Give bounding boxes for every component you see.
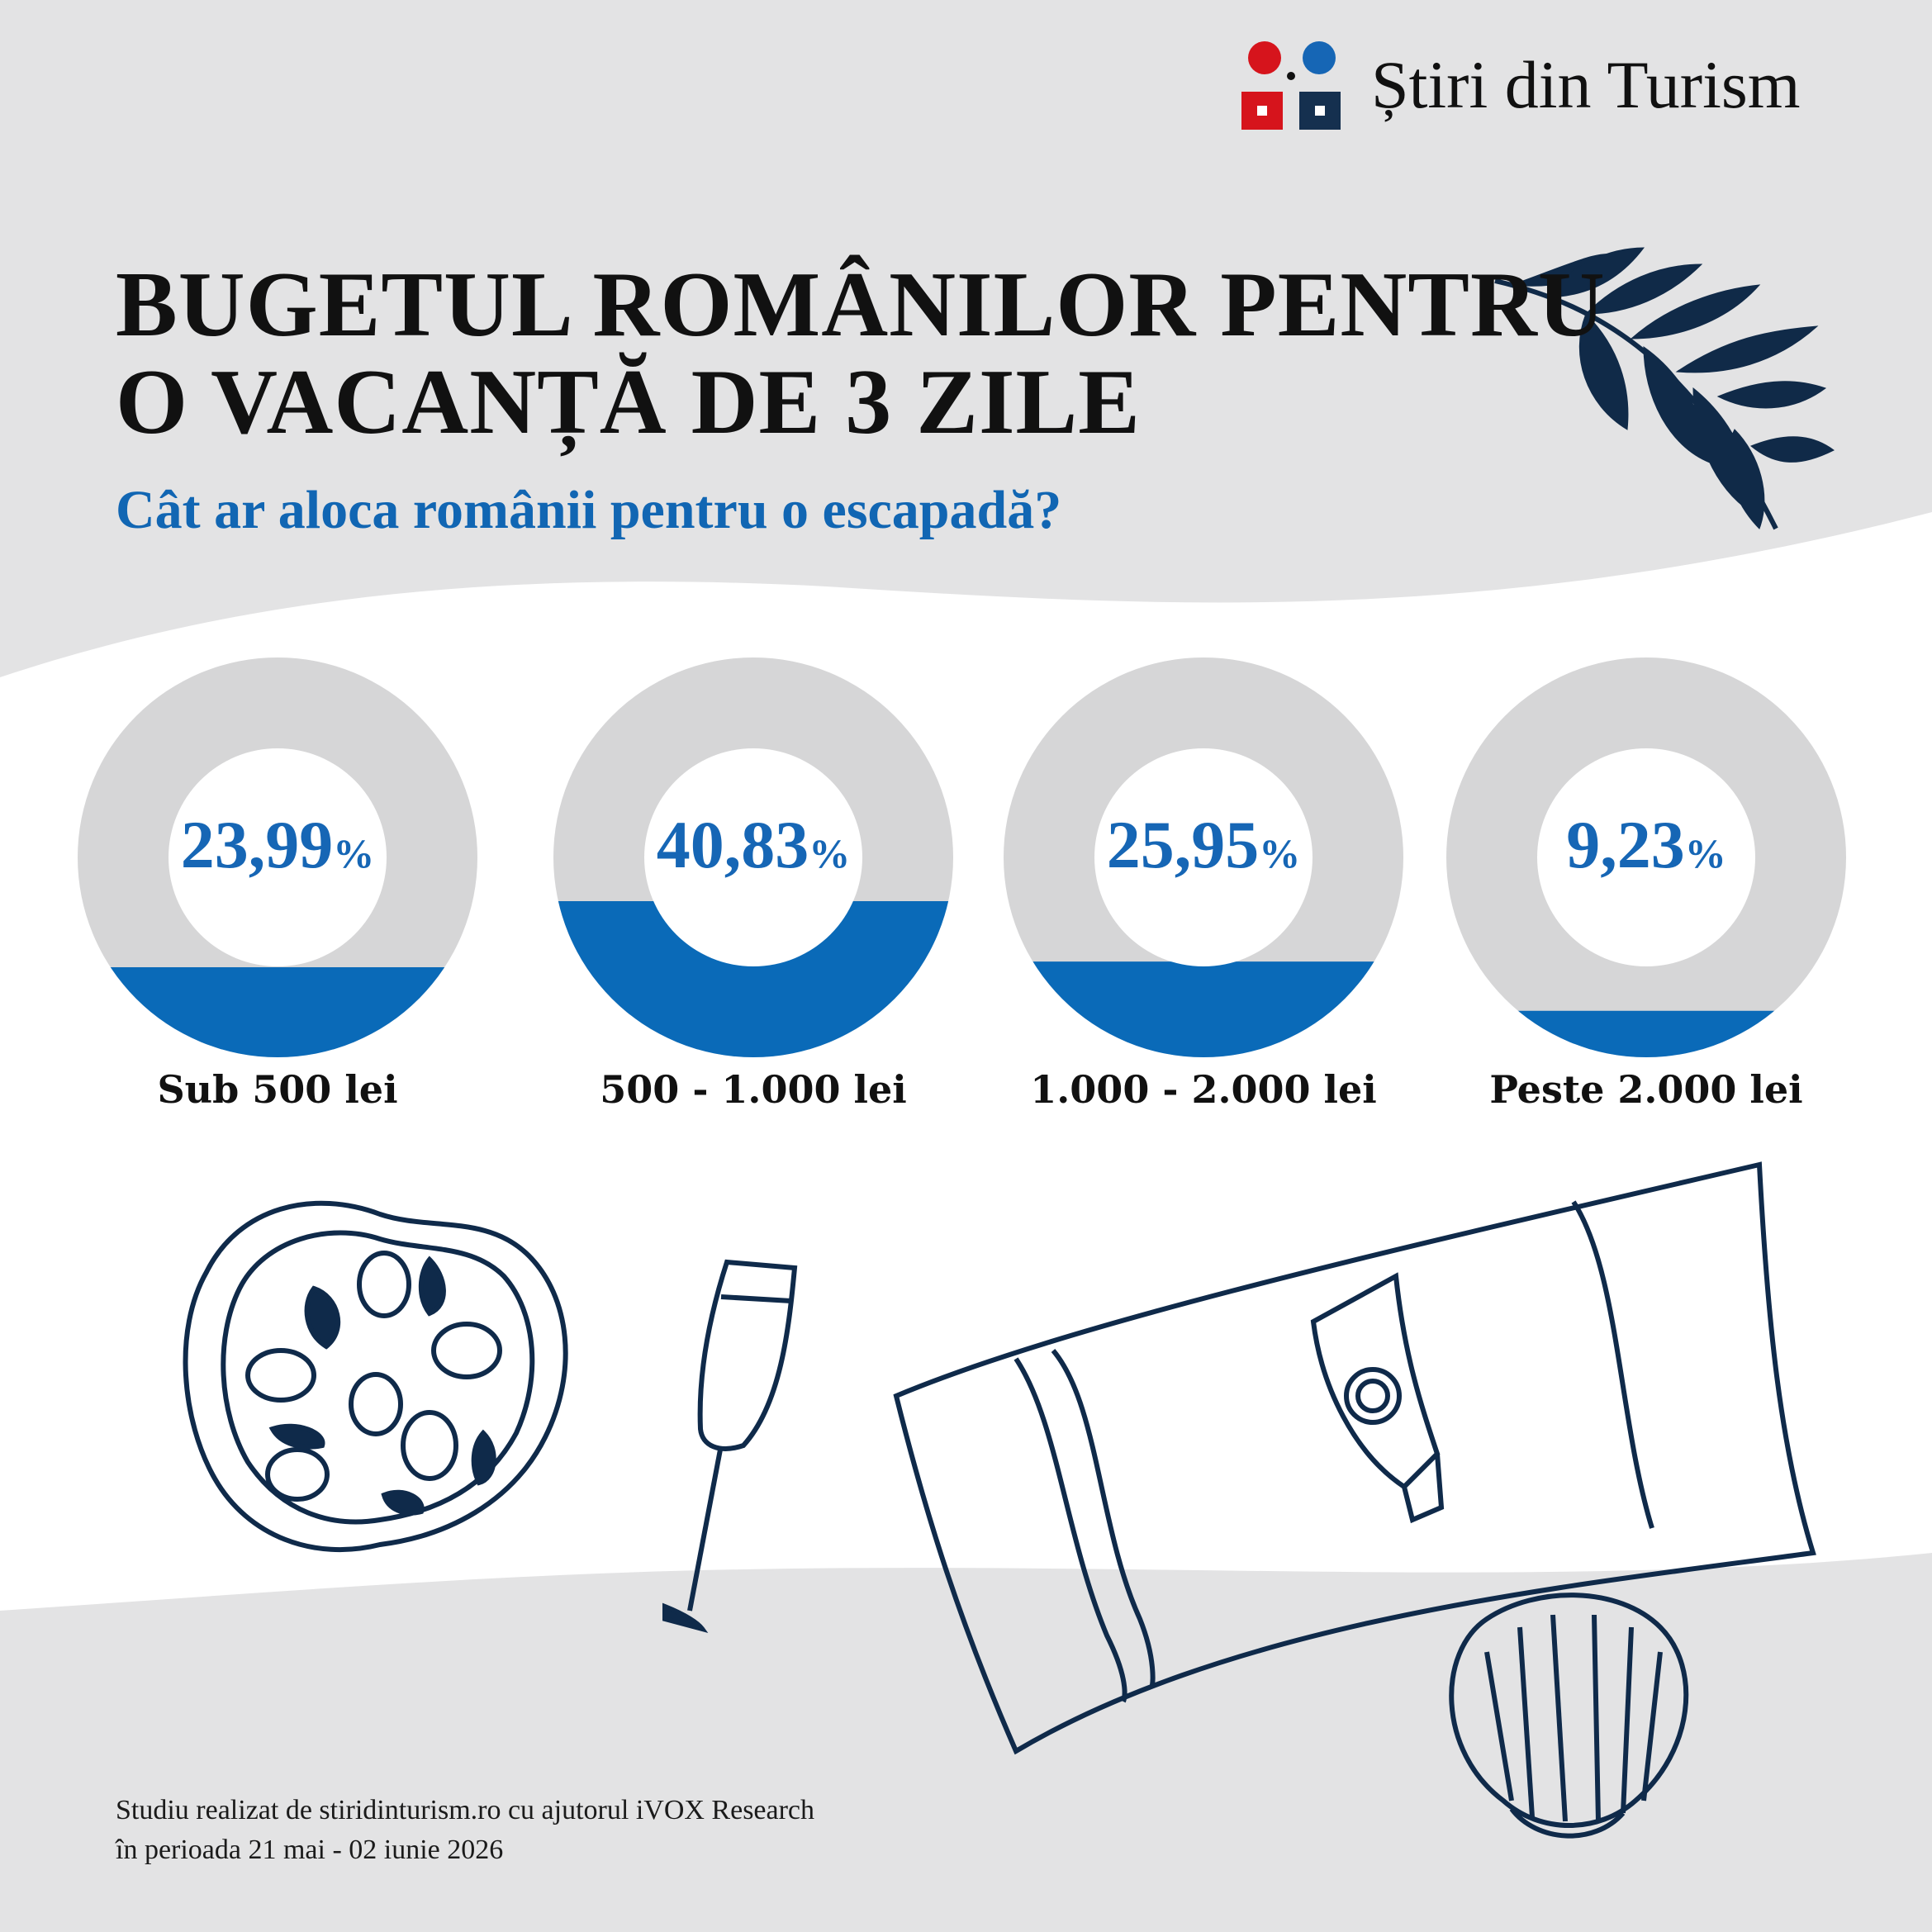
brand-name: Știri din Turism bbox=[1371, 47, 1801, 122]
donut-hole-500-1-000-lei bbox=[644, 748, 862, 966]
value-label-1-000-2-000-lei: 25,95% bbox=[1063, 806, 1344, 884]
value-unit-500-1-000-lei: % bbox=[809, 830, 851, 876]
sunscreen-icon bbox=[1310, 1272, 1445, 1524]
title-line-2: O VACANȚĂ DE 3 ZILE bbox=[116, 351, 1141, 453]
footer-line-2: în perioada 21 mai - 02 iunie 2026 bbox=[116, 1835, 504, 1865]
value-unit-sub-500-lei: % bbox=[333, 830, 375, 876]
value-label-peste-2-000-lei: 9,23% bbox=[1506, 806, 1787, 884]
champagne-glass-icon bbox=[662, 1259, 798, 1634]
value-number-peste-2-000-lei: 9,23 bbox=[1566, 807, 1685, 882]
category-label-sub-500-lei: Sub 500 lei bbox=[157, 1067, 398, 1112]
value-number-500-1-000-lei: 40,83 bbox=[656, 807, 809, 882]
pizza-icon bbox=[183, 1200, 568, 1553]
page-title: BUGETUL ROMÂNILOR PENTRU O VACANȚĂ DE 3 … bbox=[116, 256, 1606, 451]
value-unit-peste-2-000-lei: % bbox=[1684, 830, 1726, 876]
page-subtitle: Cât ar aloca românii pentru o escapadă? bbox=[116, 480, 1062, 540]
logo-icon bbox=[1241, 41, 1341, 130]
donut-hole-peste-2-000-lei bbox=[1537, 748, 1755, 966]
category-label-peste-2-000-lei: Peste 2.000 lei bbox=[1489, 1067, 1803, 1112]
footer-line-1: Studiu realizat de stiridinturism.ro cu … bbox=[116, 1795, 815, 1825]
value-number-1-000-2-000-lei: 25,95 bbox=[1106, 807, 1260, 882]
donut-hole-sub-500-lei bbox=[169, 748, 387, 966]
donut-fill-1-000-2-000-lei bbox=[1032, 961, 1374, 1057]
olive-branch-icon bbox=[1494, 247, 1835, 530]
seashell-icon bbox=[1449, 1593, 1689, 1839]
donut-charts bbox=[78, 657, 1846, 1057]
donut-fill-sub-500-lei bbox=[110, 967, 445, 1057]
title-line-1: BUGETUL ROMÂNILOR PENTRU bbox=[116, 254, 1606, 356]
donut-fill-500-1-000-lei bbox=[558, 901, 949, 1057]
footer-note: Studiu realizat de stiridinturism.ro cu … bbox=[116, 1791, 814, 1870]
donut-fill-peste-2-000-lei bbox=[1518, 1010, 1774, 1057]
value-label-sub-500-lei: 23,99% bbox=[137, 806, 418, 884]
white-wave-band bbox=[0, 512, 1932, 1611]
beach-towel-icon bbox=[893, 1161, 1816, 1755]
value-number-sub-500-lei: 23,99 bbox=[180, 807, 334, 882]
value-label-500-1-000-lei: 40,83% bbox=[613, 806, 894, 884]
category-label-500-1-000-lei: 500 - 1.000 lei bbox=[600, 1067, 907, 1112]
value-unit-1-000-2-000-lei: % bbox=[1259, 830, 1301, 876]
donut-hole-1-000-2-000-lei bbox=[1094, 748, 1313, 966]
category-label-1-000-2-000-lei: 1.000 - 2.000 lei bbox=[1030, 1067, 1377, 1112]
